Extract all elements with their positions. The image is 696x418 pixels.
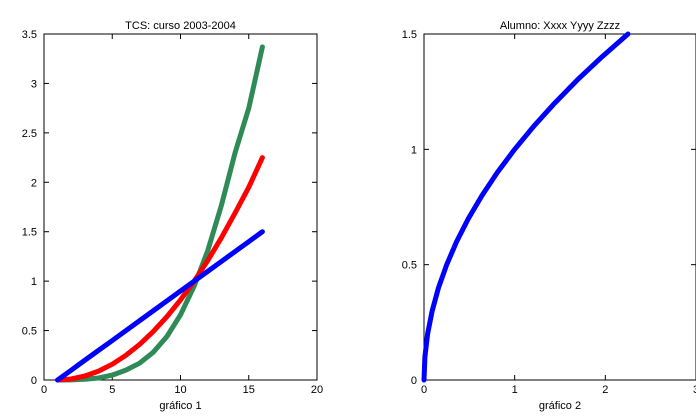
y-tick-label: 0.5 xyxy=(22,326,37,338)
x-tick-label: 2 xyxy=(602,384,608,396)
x-axis-label: gráfico 2 xyxy=(539,400,581,412)
chart-grafico-2: Alumno: Xxxx Yyyy Zzzz 0 1 2 3 0 0.5 1 1.5 gráfic… xyxy=(402,20,696,412)
plot-frame xyxy=(43,33,318,381)
x-tick-label: 3 xyxy=(693,384,696,396)
x-tick-label: 10 xyxy=(174,384,186,396)
y-tick-label: 0.5 xyxy=(402,260,417,272)
y-tick-label: 1 xyxy=(411,144,417,156)
x-axis-label: gráfico 1 xyxy=(159,400,201,412)
y-tick-label: 2.5 xyxy=(22,128,37,140)
y-tick-label: 3 xyxy=(31,78,37,90)
x-tick-label: 0 xyxy=(421,384,427,396)
chart-title: Alumno: Xxxx Yyyy Zzzz xyxy=(500,20,620,32)
plot-frame xyxy=(423,33,696,381)
series-line-1 xyxy=(55,155,265,383)
y-tick-label: 0 xyxy=(31,375,37,387)
y-tick-label: 1 xyxy=(31,276,37,288)
y-tick-label: 0 xyxy=(411,375,417,387)
x-tick-label: 5 xyxy=(109,384,115,396)
x-tick-label: 1 xyxy=(512,384,518,396)
chart-title: TCS: curso 2003-2004 xyxy=(125,20,236,32)
y-tick-label: 3.5 xyxy=(22,29,37,41)
y-tick-label: 2 xyxy=(31,177,37,189)
y-tick-label: 1.5 xyxy=(402,29,417,41)
x-tick-label: 15 xyxy=(243,384,255,396)
series-line-0 xyxy=(55,44,265,383)
chart-grafico-1: TCS: curso 2003-2004 0 5 10 15 20 0 0.5 1 1.5 2 2.5… xyxy=(22,20,323,412)
x-tick-label: 20 xyxy=(311,384,323,396)
series-line-2 xyxy=(55,229,265,383)
y-tick-label: 1.5 xyxy=(22,227,37,239)
x-tick-label: 0 xyxy=(41,384,47,396)
series-line-0 xyxy=(421,31,631,383)
